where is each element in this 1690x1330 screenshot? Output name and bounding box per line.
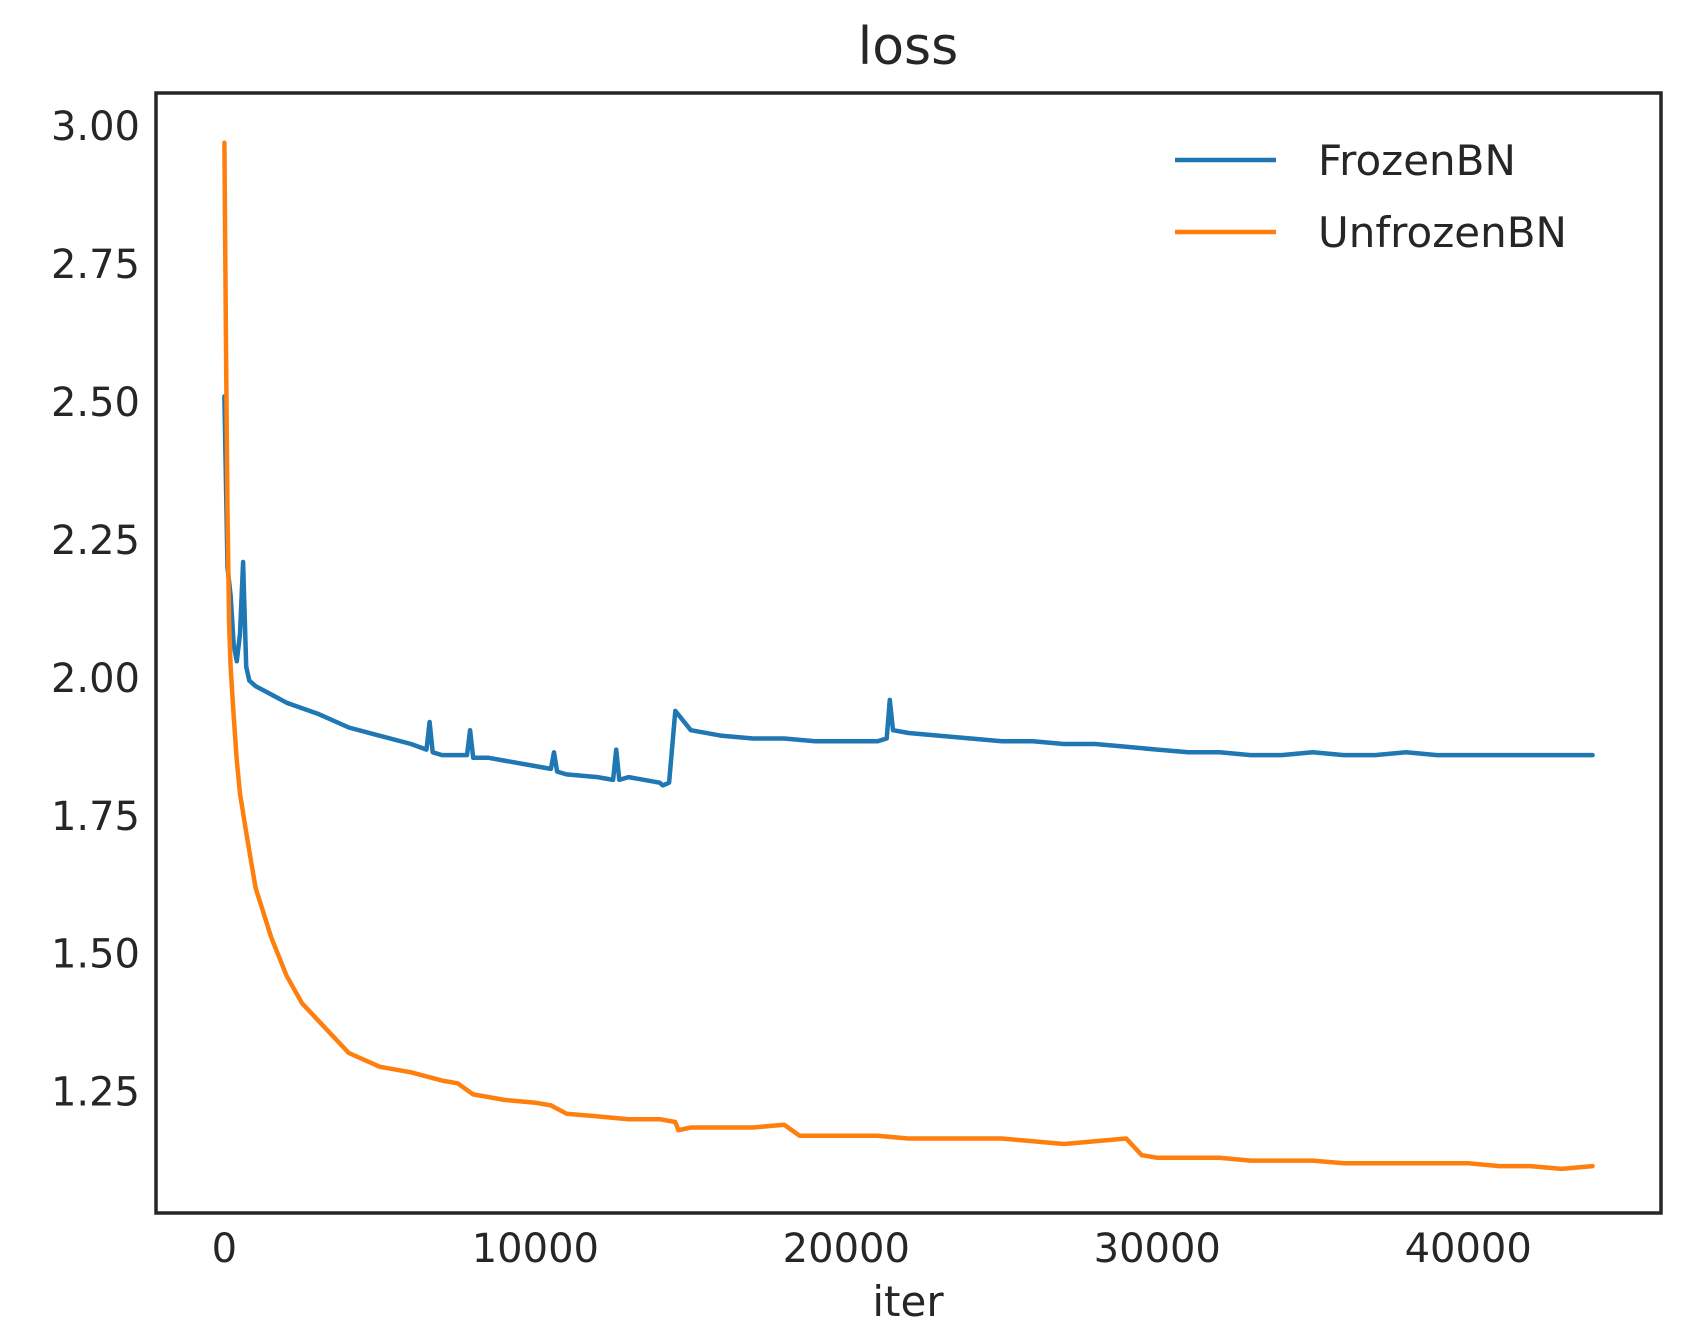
y-ticks: 1.25 1.50 1.75 2.00 2.25 2.50 2.75 3.00 xyxy=(51,104,140,1116)
series-line-frozenbn xyxy=(222,394,1595,788)
x-tick-label: 30000 xyxy=(1094,1226,1221,1272)
x-ticks: 0 10000 20000 30000 40000 xyxy=(212,1226,1532,1272)
plot-frame xyxy=(154,91,1663,1215)
legend-label-frozenbn: FrozenBN xyxy=(1318,136,1516,185)
x-tick-label: 40000 xyxy=(1405,1226,1532,1272)
series-line-unfrozenbn xyxy=(222,140,1595,1172)
x-tick-label: 0 xyxy=(212,1226,237,1272)
y-tick-label: 2.75 xyxy=(51,242,140,288)
legend: FrozenBN UnfrozenBN xyxy=(1175,136,1567,257)
y-tick-label: 1.25 xyxy=(51,1070,140,1116)
y-tick-label: 1.75 xyxy=(51,794,140,840)
y-tick-label: 2.25 xyxy=(51,518,140,564)
chart-title: loss xyxy=(858,17,958,77)
y-tick-label: 2.50 xyxy=(51,380,140,426)
plot-area xyxy=(154,91,1663,1215)
x-tick-label: 20000 xyxy=(783,1226,910,1272)
x-tick-label: 10000 xyxy=(472,1226,599,1272)
series-layer xyxy=(222,140,1595,1172)
x-axis-label: iter xyxy=(872,1277,944,1326)
y-tick-label: 3.00 xyxy=(51,104,140,150)
y-tick-label: 1.50 xyxy=(51,932,140,978)
legend-label-unfrozenbn: UnfrozenBN xyxy=(1318,208,1567,257)
y-tick-label: 2.00 xyxy=(51,656,140,702)
